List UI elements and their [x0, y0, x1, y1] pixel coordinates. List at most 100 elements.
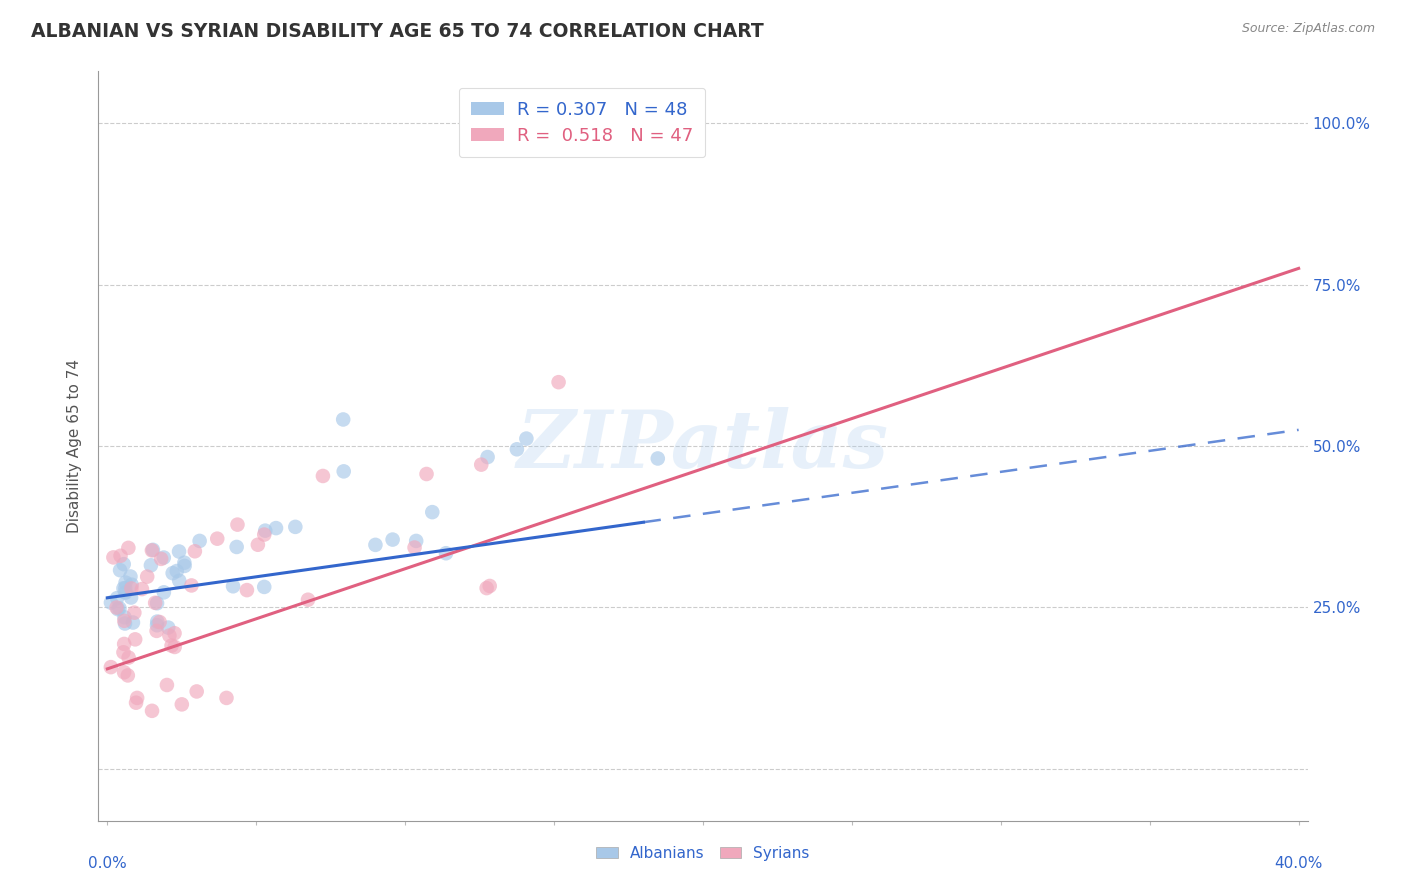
Point [112, 645, 135, 659]
Point [149, 615, 172, 629]
Point [120, 582, 142, 596]
Point [332, 464, 354, 478]
Point [152, 550, 174, 565]
Point [173, 556, 195, 570]
Text: Source: ZipAtlas.com: Source: ZipAtlas.com [1241, 22, 1375, 36]
Point [162, 566, 184, 581]
Point [477, 450, 499, 464]
Point [114, 575, 136, 590]
Point [105, 591, 128, 606]
Point [226, 517, 249, 532]
Point [215, 690, 238, 705]
Point [125, 696, 148, 710]
Point [547, 375, 569, 389]
Point [145, 624, 167, 638]
Point [112, 582, 135, 596]
Point [131, 582, 153, 596]
Point [264, 521, 287, 535]
Point [647, 451, 669, 466]
Text: ALBANIAN VS SYRIAN DISABILITY AGE 65 TO 74 CORRELATION CHART: ALBANIAN VS SYRIAN DISABILITY AGE 65 TO … [31, 22, 763, 41]
Point [163, 626, 186, 640]
Point [121, 578, 143, 592]
Point [284, 520, 307, 534]
Point [173, 558, 195, 573]
Point [166, 564, 188, 578]
Point [157, 621, 180, 635]
Point [225, 540, 247, 554]
Y-axis label: Disability Age 65 to 74: Disability Age 65 to 74 [67, 359, 83, 533]
Point [120, 591, 142, 605]
Point [112, 614, 135, 628]
Point [105, 600, 128, 615]
Point [114, 581, 136, 595]
Point [180, 578, 202, 592]
Point [103, 550, 125, 565]
Point [253, 527, 276, 541]
Point [415, 467, 437, 481]
Point [146, 615, 169, 629]
Point [112, 665, 135, 680]
Point [150, 552, 173, 566]
Point [222, 579, 245, 593]
Text: 0.0%: 0.0% [89, 856, 127, 871]
Point [478, 579, 501, 593]
Point [141, 704, 163, 718]
Point [107, 602, 129, 616]
Point [114, 616, 136, 631]
Point [153, 585, 176, 599]
Point [120, 569, 142, 583]
Point [143, 596, 166, 610]
Point [112, 557, 135, 571]
Point [312, 469, 335, 483]
Point [117, 668, 139, 682]
Point [169, 574, 191, 588]
Point [146, 618, 169, 632]
Point [127, 690, 149, 705]
Point [188, 533, 211, 548]
Point [124, 606, 146, 620]
Point [253, 580, 276, 594]
Point [157, 629, 180, 643]
Point [124, 632, 146, 647]
Point [515, 432, 537, 446]
Point [167, 544, 190, 558]
Point [142, 542, 165, 557]
Point [136, 569, 159, 583]
Point [122, 615, 145, 630]
Point [332, 412, 354, 426]
Point [246, 538, 269, 552]
Point [364, 538, 387, 552]
Point [160, 639, 183, 653]
Point [236, 583, 259, 598]
Point [108, 601, 131, 615]
Point [139, 558, 162, 573]
Point [141, 543, 163, 558]
Point [207, 532, 229, 546]
Point [108, 563, 131, 577]
Point [100, 660, 122, 674]
Point [184, 544, 207, 558]
Point [156, 678, 179, 692]
Point [404, 541, 426, 555]
Point [405, 533, 427, 548]
Point [434, 546, 457, 560]
Point [381, 533, 404, 547]
Text: ZIPatlas: ZIPatlas [517, 408, 889, 484]
Point [170, 698, 193, 712]
Point [117, 541, 139, 555]
Point [163, 640, 186, 654]
Point [114, 585, 136, 599]
Point [297, 592, 319, 607]
Point [146, 596, 169, 610]
Point [506, 442, 529, 457]
Point [186, 684, 208, 698]
Text: 40.0%: 40.0% [1274, 856, 1323, 871]
Point [114, 610, 136, 624]
Point [110, 549, 132, 563]
Point [470, 458, 492, 472]
Point [254, 524, 277, 538]
Point [420, 505, 443, 519]
Legend: Albanians, Syrians: Albanians, Syrians [591, 839, 815, 867]
Point [100, 596, 122, 610]
Point [112, 637, 135, 651]
